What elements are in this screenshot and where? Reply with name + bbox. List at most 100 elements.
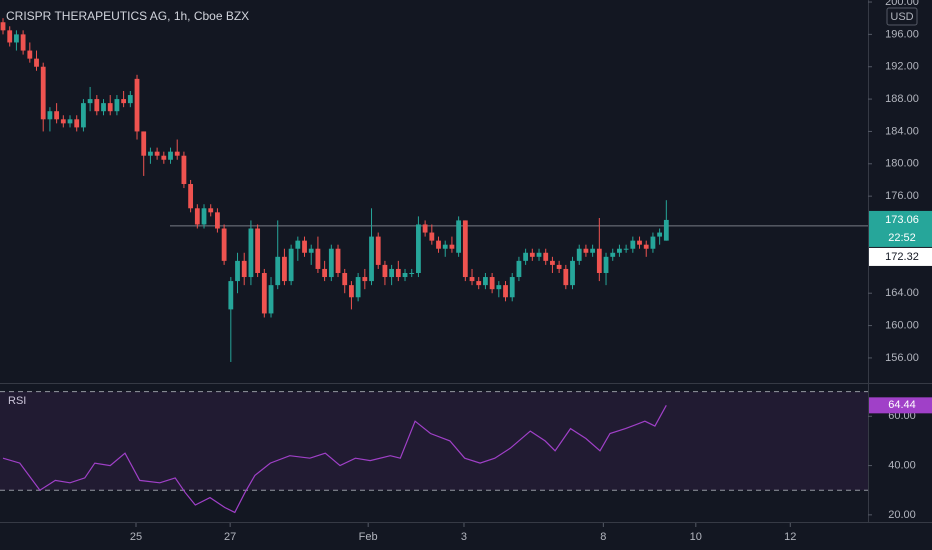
y-tick-label: 184.00 [885,125,919,137]
candle-body [141,131,147,156]
rsi-title: RSI [8,395,26,407]
candle-body [643,244,649,249]
y-tick-label: 188.00 [885,93,919,105]
candle-body [275,256,281,286]
candle-body [630,240,636,249]
candle-body [395,268,401,278]
candle-body [215,212,220,229]
candle-body [570,260,575,286]
candle-body [181,155,187,185]
candle-body [322,268,328,278]
candle-body [315,248,321,269]
candle-body [382,264,388,278]
candle-body [261,272,267,314]
candle-body [349,285,354,298]
y-tick-label: 176.00 [885,190,919,202]
hline-label-box [869,247,932,266]
candle-body [328,248,334,278]
candle-body [523,252,529,261]
candle-body [429,232,435,241]
y-tick-label: 200.00 [885,0,919,8]
candle-body [194,208,200,225]
candle-body [603,256,609,273]
last-price-box [869,210,932,247]
candle-body [536,252,542,257]
candle-body [657,232,663,237]
candle-body [590,248,596,253]
candle-body [563,268,569,286]
candle-body [489,277,495,290]
candle-body [255,228,261,273]
candle-body [282,256,287,282]
y-tick-label: 20.00 [888,509,916,521]
candle-body [362,277,368,282]
candle-body [81,103,86,128]
candle-body [456,220,462,253]
candle-body [7,30,13,43]
candle-body [436,240,441,249]
y-tick-label: 192.00 [885,61,919,73]
currency: USD [890,11,913,23]
candle-body [221,228,227,261]
candle-body [27,50,33,59]
candle-body [268,285,274,314]
candle-body [335,248,341,273]
candle-body [610,252,616,257]
candle-body [543,252,549,261]
last-price-label: 173.06 [885,214,919,226]
candle-body [409,272,415,274]
candle-body [442,244,448,249]
candle-body [308,248,314,253]
y-tick-label: 180.00 [885,158,919,170]
candle-body [34,58,39,67]
x-tick-label: 10 [690,531,702,543]
y-tick-label: 160.00 [885,319,919,331]
candle-body [168,151,173,160]
x-tick-label: 27 [224,531,236,543]
candle-body [20,34,26,51]
candle-body [516,260,522,278]
candle-body [101,103,106,112]
candle-body [188,184,194,209]
candle-body [663,219,669,241]
candle-body [416,224,421,273]
rsi-last-label: 64.44 [888,399,916,411]
candle-body [617,248,622,253]
candle-body [174,151,180,156]
candle-body [121,99,127,104]
candle-body [422,224,428,233]
candle-body [550,260,555,265]
candle-body [208,208,214,213]
candle-body [87,99,93,104]
candle-body [369,236,374,282]
rsi-last-box [869,397,932,414]
candle-body [94,99,100,112]
candle-body [288,248,294,282]
y-tick-label: 156.00 [885,352,919,364]
currency-box[interactable] [886,7,918,26]
candle-body [509,277,515,298]
y-tick-label: 164.00 [885,287,919,299]
candle-body [295,240,301,249]
x-tick-label: 25 [130,531,142,543]
candle-body [529,252,535,257]
candle-body [154,151,160,156]
candle-body [389,268,395,278]
candle-body [637,240,642,245]
rsi-band [0,391,868,491]
candle-body [596,248,602,273]
hline-label: 172.32 [885,251,919,263]
candle-body [235,260,240,282]
x-tick-label: 8 [600,531,606,543]
candle-body [54,111,60,120]
x-tick-label: 12 [784,531,796,543]
candle-body [375,236,381,265]
x-tick-label: 3 [461,531,467,543]
candle-body [161,155,167,160]
candle-body [0,22,6,31]
candle-body [476,281,482,286]
candle-body [483,277,488,286]
candle-body [201,208,207,225]
candle-body [67,119,73,124]
